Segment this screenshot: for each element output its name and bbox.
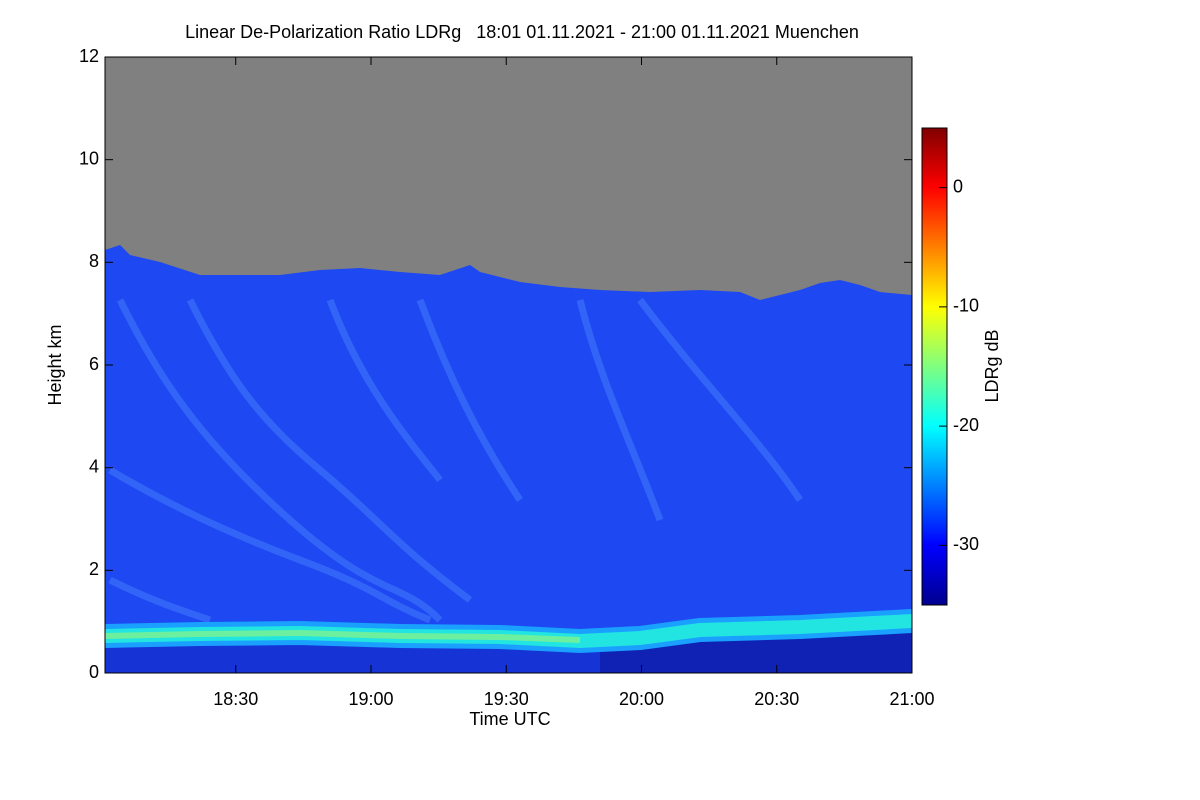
y-tick-label: 8 [89, 251, 99, 271]
y-axis-label: Height km [45, 324, 65, 405]
colorbar [921, 127, 948, 606]
x-tick-label: 19:00 [348, 689, 393, 709]
colorbar-tick-label: -20 [953, 415, 979, 435]
x-tick-label: 18:30 [213, 689, 258, 709]
colorbar-tick-label: -10 [953, 296, 979, 316]
y-tick-label: 4 [89, 456, 99, 476]
y-tick-label: 10 [79, 148, 99, 168]
colorbar-tick-label: -30 [953, 534, 979, 554]
colorbar-tick-label: 0 [953, 176, 963, 196]
y-tick-label: 6 [89, 354, 99, 374]
aerosol-core [105, 629, 581, 643]
x-tick-label: 20:00 [619, 689, 664, 709]
colorbar-label: LDRg dB [982, 329, 1002, 402]
x-axis-label: Time UTC [469, 709, 550, 729]
y-tick-label: 12 [79, 46, 99, 66]
streaks [108, 297, 803, 624]
x-tick-label: 20:30 [754, 689, 799, 709]
y-tick-label: 0 [89, 662, 99, 682]
x-tick-label: 19:30 [484, 689, 529, 709]
chart-title: Linear De-Polarization Ratio LDRg 18:01 … [185, 22, 859, 42]
no-signal [105, 57, 912, 300]
x-tick-label: 21:00 [889, 689, 934, 709]
y-tick-label: 2 [89, 559, 99, 579]
field [105, 57, 912, 673]
